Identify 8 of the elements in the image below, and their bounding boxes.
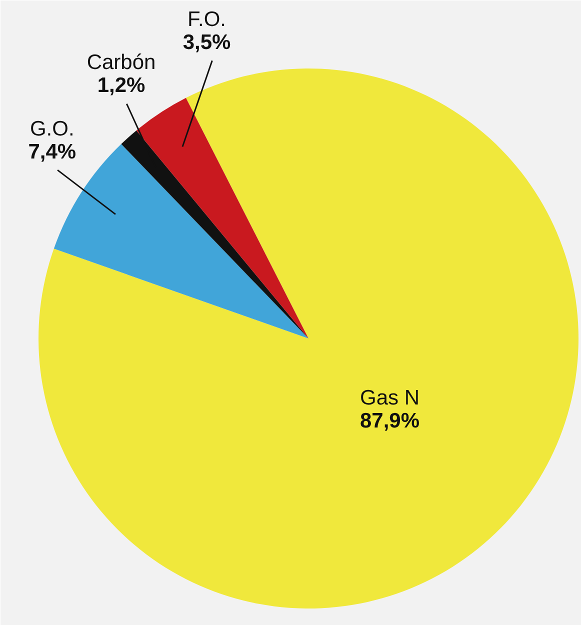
data-label: 87,9%	[360, 410, 420, 433]
slice-label: Carbón	[86, 51, 156, 74]
slice-label: Gas N	[360, 386, 420, 410]
data-label: 3,5%	[182, 30, 232, 54]
data-label: 1,2%	[97, 74, 146, 98]
slice-label: F.O.	[188, 8, 226, 31]
data-label: 7,4%	[28, 140, 76, 164]
slice-label: G.O.	[30, 117, 74, 140]
